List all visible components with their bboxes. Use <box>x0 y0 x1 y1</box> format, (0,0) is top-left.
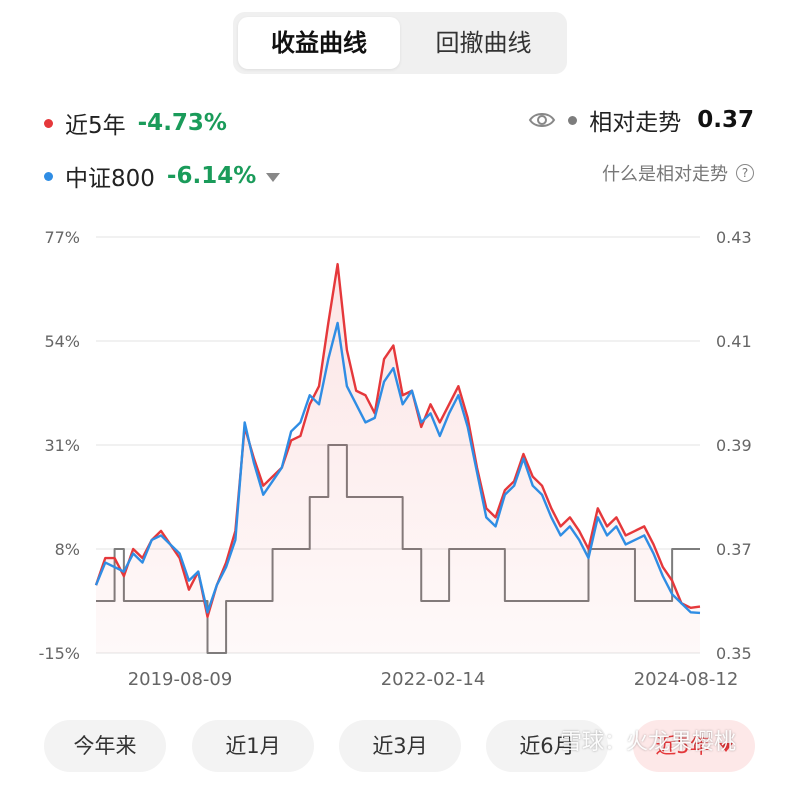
eye-icon[interactable] <box>528 110 556 130</box>
left-tick-label: 54% <box>44 332 80 351</box>
relative-color-dot <box>568 115 578 125</box>
right-tick-label: 0.37 <box>716 540 752 559</box>
period-5y-label: 近5年 <box>655 734 711 758</box>
x-tick-label: 2019-08-09 <box>128 669 233 690</box>
right-axis-ticks: 0.43 0.41 0.39 0.37 0.35 <box>716 228 752 663</box>
series-layer <box>94 262 701 654</box>
caret-down-icon[interactable] <box>266 173 281 182</box>
legend-relative: 相对走势 0.37 <box>528 103 754 137</box>
period-1m-button[interactable]: 近1月 <box>192 720 314 772</box>
watermark: 雪球：火龙果樱桃 <box>560 730 737 755</box>
series-benchmark-line <box>94 321 701 615</box>
tab-return-curve[interactable]: 收益曲线 <box>238 17 400 69</box>
relative-value: 0.37 <box>697 107 754 133</box>
period-ytd-button[interactable]: 今年来 <box>44 720 166 772</box>
return-chart: 77% 54% 31% 8% -15% 0.43 0.41 0.39 0.37 0.35 201… <box>39 228 752 690</box>
period-5y-button[interactable]: 近5年 <box>633 720 755 772</box>
benchmark-legend-label[interactable]: 中证800 <box>65 166 155 192</box>
x-tick-label: 2024-08-12 <box>634 669 739 690</box>
left-tick-label: 8% <box>55 540 80 559</box>
right-tick-label: 0.35 <box>716 644 752 663</box>
x-axis-ticks: 2019-08-09 2022-02-14 2024-08-12 <box>128 669 739 690</box>
benchmark-return-value: -6.14% <box>166 163 257 189</box>
left-tick-label: 31% <box>44 436 80 455</box>
fund-color-dot <box>44 118 53 128</box>
right-tick-label: 0.39 <box>716 436 752 455</box>
period-3m-button[interactable]: 近3月 <box>339 720 461 772</box>
left-tick-label: 77% <box>44 228 80 247</box>
x-tick-label: 2022-02-14 <box>381 669 486 690</box>
period-selector: 今年来 近1月 近3月 近6月 近5年 <box>0 720 800 772</box>
fund-return-value: -4.73% <box>137 110 227 136</box>
help-relative-trend[interactable]: 什么是相对走势 ? <box>602 160 754 186</box>
left-axis-ticks: 77% 54% 31% 8% -15% <box>39 228 80 663</box>
caret-down-icon <box>718 742 733 752</box>
question-circle-icon[interactable]: ? <box>736 164 754 182</box>
tab-drawdown-curve[interactable]: 回撤曲线 <box>435 29 532 57</box>
legend-fund: 近5年 -4.73% <box>44 106 227 140</box>
help-label[interactable]: 什么是相对走势 <box>602 164 728 185</box>
fund-area-fill <box>96 264 700 653</box>
curve-tabs: 收益曲线 回撤曲线 <box>233 12 567 74</box>
fund-legend-label: 近5年 <box>65 113 126 139</box>
period-6m-button[interactable]: 近6月 <box>486 720 608 772</box>
benchmark-color-dot <box>44 171 53 181</box>
relative-legend-label: 相对走势 <box>589 110 682 136</box>
right-tick-label: 0.41 <box>716 332 752 351</box>
legend-benchmark: 中证800 -6.14% <box>44 159 281 193</box>
right-tick-label: 0.43 <box>716 228 752 247</box>
left-tick-label: -15% <box>39 644 80 663</box>
